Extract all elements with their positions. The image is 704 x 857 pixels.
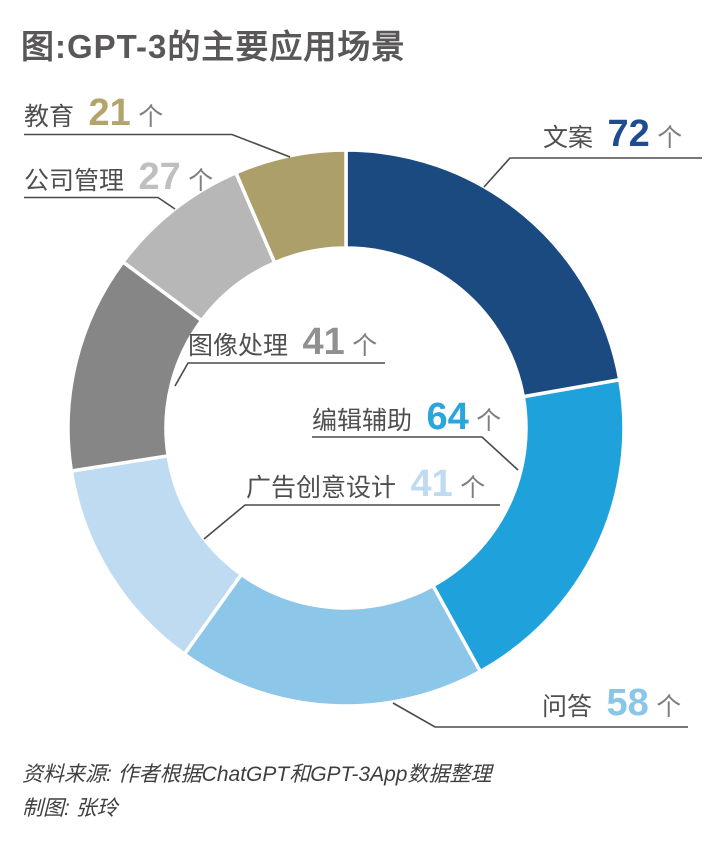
label-value: 64 [426,396,468,438]
leader-line-copywriting [483,157,702,188]
label-name: 图像处理 [188,332,288,360]
label-unit: 个 [188,167,213,195]
label-copywriting: 文案 72 个 [543,113,682,155]
label-unit: 个 [656,693,681,721]
label-image-processing: 图像处理 41 个 [188,321,377,363]
label-qa: 问答 58 个 [542,682,681,724]
label-value: 41 [410,463,452,505]
label-unit: 个 [476,407,501,435]
donut-segment-6 [234,148,348,265]
source-note: 资料来源: 作者根据ChatGPT和GPT-3App数据整理 [22,763,492,786]
leader-line-education [24,133,291,158]
label-name: 文案 [543,124,593,152]
leader-line-ad-design [203,504,500,540]
label-unit: 个 [657,124,682,152]
label-management: 公司管理 27 个 [24,156,213,198]
leader-line-image [174,362,385,387]
label-education: 教育 21 个 [24,92,163,134]
label-value: 21 [88,92,130,134]
label-unit: 个 [138,103,163,131]
label-name: 问答 [542,693,592,721]
donut-arcs [66,148,626,708]
label-value: 41 [302,321,344,363]
label-name: 公司管理 [24,167,124,195]
credit-note: 制图: 张玲 [22,797,118,820]
label-unit: 个 [352,332,377,360]
chart-title: 图:GPT-3的主要应用场景 [21,28,406,65]
donut-segment-1 [431,377,626,674]
leader-line-management [24,196,176,210]
footer-notes: 资料来源: 作者根据ChatGPT和GPT-3App数据整理 制图: 张玲 [22,758,491,826]
label-name: 教育 [24,103,74,131]
label-value: 58 [606,682,648,724]
label-name: 编辑辅助 [312,407,412,435]
leader-line-editing [312,436,519,471]
label-editing: 编辑辅助 64 个 [312,396,501,438]
label-unit: 个 [460,474,485,502]
label-ad-design: 广告创意设计 41 个 [246,463,485,505]
donut-segment-0 [344,148,622,399]
label-value: 27 [138,156,180,198]
label-name: 广告创意设计 [246,474,396,502]
leader-line-qa [392,702,688,728]
label-value: 72 [607,113,649,155]
